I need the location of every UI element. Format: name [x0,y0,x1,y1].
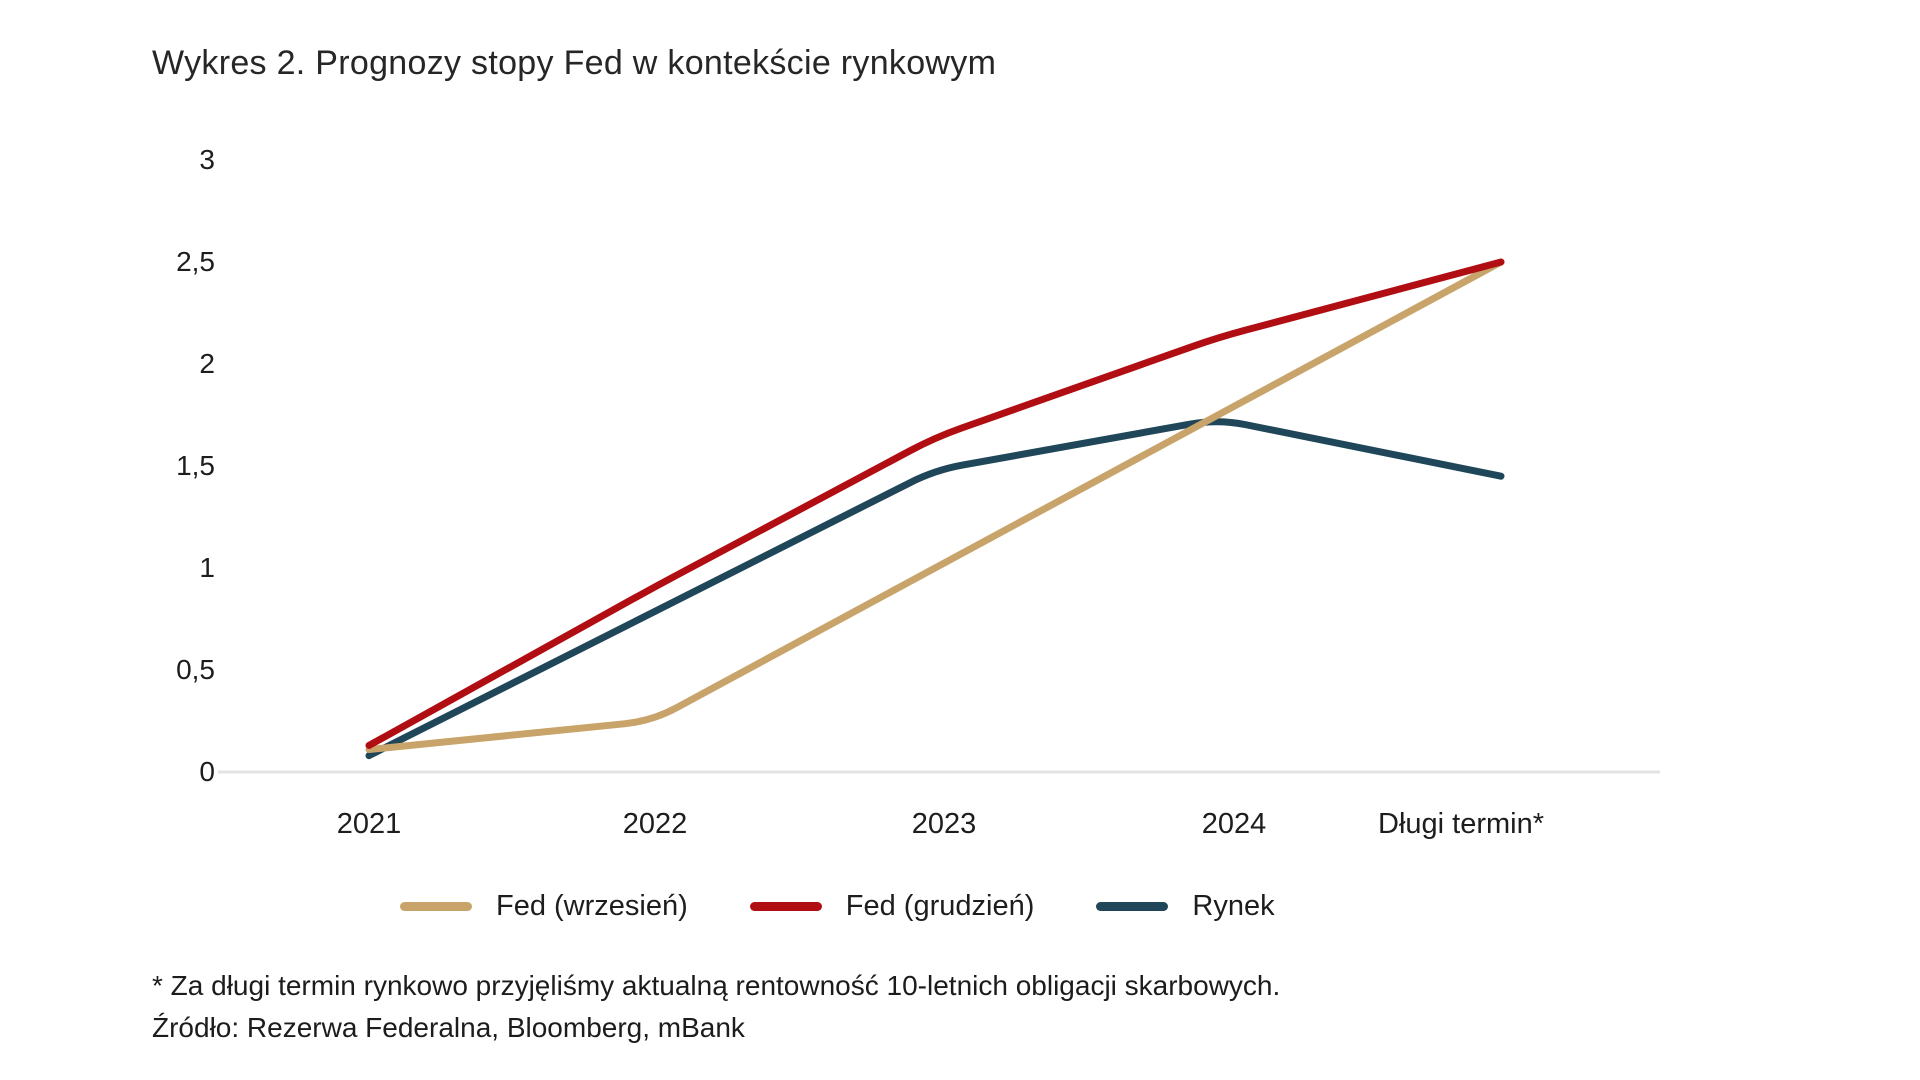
x-category-label: 2021 [336,808,402,840]
y-tick-label: 0 [199,756,215,787]
chart-footnote: * Za długi termin rynkowo przyjęliśmy ak… [152,970,1281,1001]
legend-swatch-icon [749,902,822,911]
legend-label: Fed (wrzesień) [496,890,688,922]
legend-swatch-icon [400,902,472,911]
chart-source: Źródło: Rezerwa Federalna, Bloomberg, mB… [152,1012,745,1043]
x-category-label: 2022 [622,808,688,840]
legend-swatch-icon [1096,902,1169,911]
x-category-label: 2023 [911,808,977,840]
x-category-label: 2024 [1201,808,1267,840]
y-tick-label: 3 [199,144,215,175]
y-tick-label: 0,5 [176,654,215,685]
legend-item: Rynek [1096,890,1275,923]
chart-legend: Fed (wrzesień) Fed (grudzień) Rynek [400,890,1275,923]
legend-item: Fed (grudzień) [749,890,1035,923]
chart-title: Wykres 2. Prognozy stopy Fed w kontekści… [152,44,997,82]
legend-item: Fed (wrzesień) [400,890,688,923]
y-tick-label: 1,5 [176,450,215,481]
x-category-label: Długi termin* [1378,808,1544,840]
y-tick-label: 2 [199,348,215,379]
y-tick-label: 2,5 [176,246,215,277]
y-tick-label: 1 [199,552,215,583]
series-line-rynek [365,418,1505,760]
legend-label: Rynek [1192,890,1275,922]
legend-label: Fed (grudzień) [845,890,1035,922]
series-line-fed-grudzie- [365,258,1505,749]
series-line-fed-wrzesie- [365,258,1505,754]
